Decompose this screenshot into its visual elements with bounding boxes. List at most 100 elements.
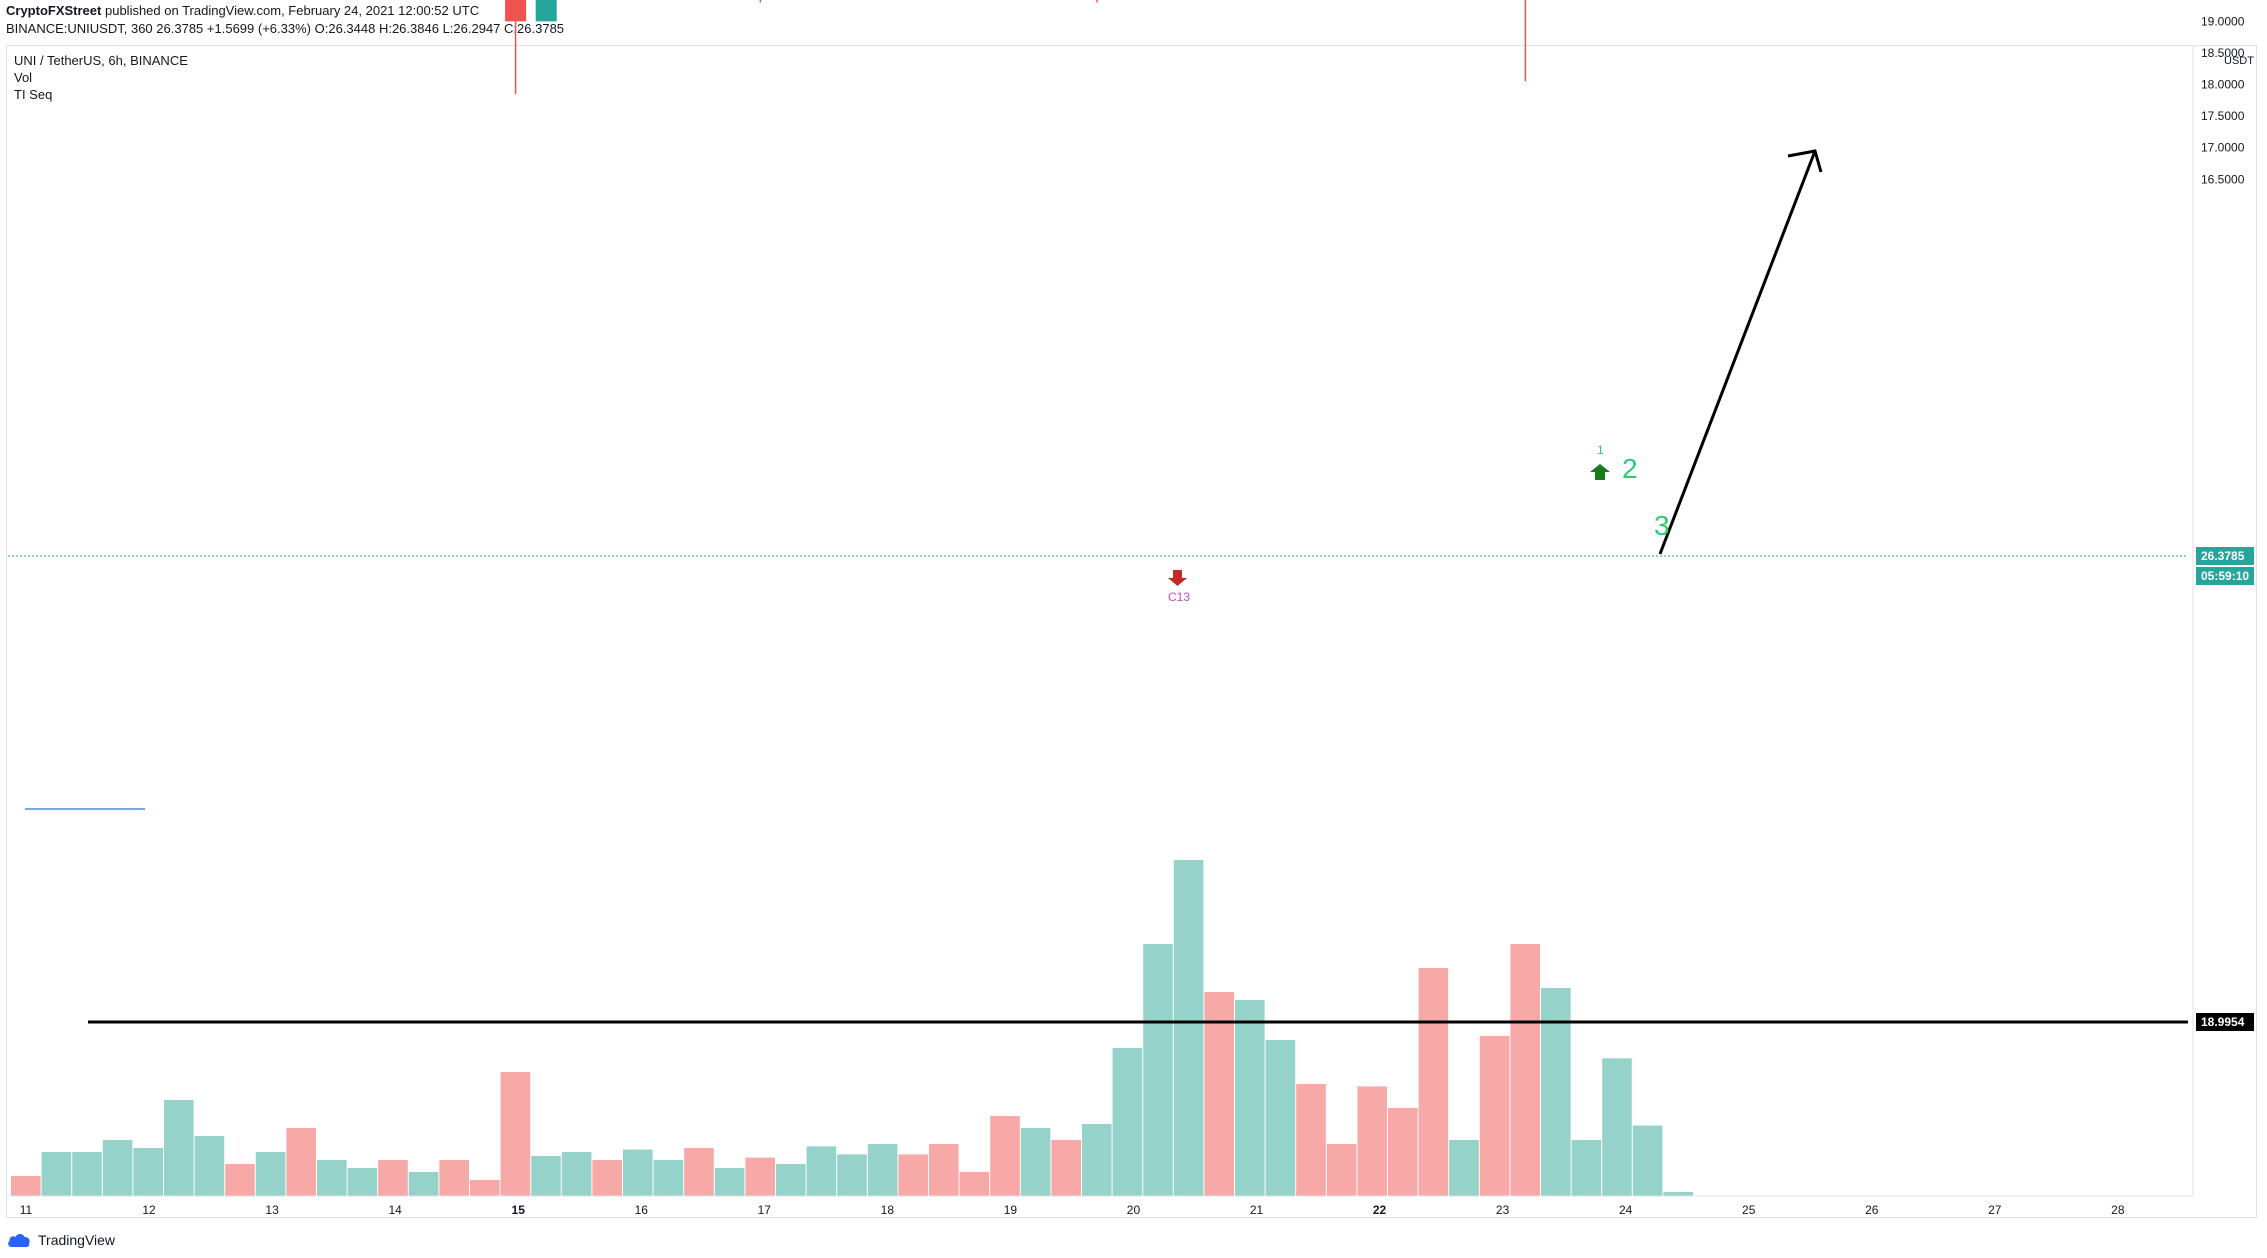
candle-layer xyxy=(505,0,1527,95)
y-tick-label: 17.5000 xyxy=(2201,109,2245,123)
volume-bar xyxy=(500,1072,531,1196)
volume-bar xyxy=(347,1168,378,1196)
published-text: published on TradingView.com, February 2… xyxy=(104,3,480,18)
volume-bar xyxy=(898,1154,928,1196)
x-tick-label: 20 xyxy=(1127,1203,1141,1217)
legend-title: UNI / TetherUS, 6h, BINANCE xyxy=(14,53,188,68)
volume-bar xyxy=(1571,1140,1602,1196)
volume-bar xyxy=(1510,944,1540,1196)
volume-bar xyxy=(1235,1000,1265,1196)
close-text: C:26.3785 xyxy=(504,21,565,36)
x-tick-label: 21 xyxy=(1250,1203,1264,1217)
candle xyxy=(1524,0,1527,82)
axis-layer: USDT 16.5000 17.0000 17.5000 18.0000 18.5000… xyxy=(7,14,2254,1217)
tradingview-brand: TradingView xyxy=(38,1232,116,1248)
volume-bar xyxy=(653,1160,684,1196)
seq-count-2: 2 xyxy=(1622,453,1638,484)
volume-bar xyxy=(1541,988,1571,1196)
down-arrow-signal xyxy=(1168,570,1187,586)
projection-arrowhead xyxy=(1787,149,1823,173)
volume-bar xyxy=(378,1160,408,1196)
volume-bar xyxy=(1204,992,1234,1196)
countdown-value: 05:59:10 xyxy=(2201,569,2249,583)
publisher-name[interactable]: CryptoFXStreet xyxy=(6,3,102,18)
volume-bar xyxy=(1479,1036,1510,1196)
x-tick-label: 18 xyxy=(881,1203,895,1217)
x-tick-label: 28 xyxy=(2111,1203,2125,1217)
candle-body xyxy=(505,0,527,22)
volume-bar xyxy=(11,1176,41,1196)
volume-bar xyxy=(1020,1128,1051,1196)
volume-bar xyxy=(102,1140,133,1196)
y-tick-labels: 16.5000 17.0000 17.5000 18.0000 18.5000 19.00… xyxy=(2201,14,2245,186)
volume-bar xyxy=(1173,860,1204,1196)
low-text: L:26.2947 xyxy=(442,21,501,36)
volume-bar xyxy=(561,1152,592,1196)
x-tick-label: 26 xyxy=(1865,1203,1879,1217)
seq-count-3: 3 xyxy=(1654,510,1670,541)
volume-bar xyxy=(714,1168,745,1196)
volume-bar xyxy=(929,1144,959,1196)
volume-bar xyxy=(439,1160,469,1196)
chart-frame[interactable] xyxy=(6,45,2257,1218)
y-tick-label: 17.0000 xyxy=(2201,141,2245,155)
volume-bar xyxy=(837,1154,867,1196)
chart-legend: UNI / TetherUS, 6h, BINANCE Vol TI Seq xyxy=(14,53,188,102)
volume-bar xyxy=(867,1144,898,1196)
c13-label: C13 xyxy=(1168,590,1190,604)
y-tick-label: 18.5000 xyxy=(2201,46,2245,60)
volume-bar xyxy=(745,1157,775,1196)
y-tick-label: 18.0000 xyxy=(2201,78,2245,92)
volume-bar xyxy=(194,1136,225,1196)
x-tick-label: 16 xyxy=(635,1203,649,1217)
y-tick-label: 16.5000 xyxy=(2201,172,2245,186)
cloud-icon xyxy=(8,1234,30,1247)
tradingview-logo[interactable]: TradingView xyxy=(6,1231,115,1249)
volume-bar xyxy=(317,1160,347,1196)
candle xyxy=(535,0,557,22)
volume-bar xyxy=(1296,1084,1326,1196)
volume-bar xyxy=(164,1100,194,1196)
volume-bar xyxy=(531,1156,561,1196)
volume-bar xyxy=(286,1128,316,1196)
volume-bar xyxy=(1449,1140,1479,1196)
volume-bar xyxy=(1112,1048,1143,1196)
volume-bar xyxy=(1388,1108,1418,1196)
volume-bar xyxy=(684,1148,714,1196)
currency-label: USDT xyxy=(2224,55,2254,67)
volume-bar xyxy=(990,1116,1020,1196)
seq-count-1: 1 xyxy=(1597,443,1604,457)
volume-bar xyxy=(1265,1040,1296,1196)
volume-bar xyxy=(959,1172,990,1196)
volume-bar xyxy=(1143,944,1173,1196)
change-text: +1.5699 (+6.33%) xyxy=(206,21,311,36)
volume-bar xyxy=(1357,1086,1387,1196)
x-tick-label: 12 xyxy=(142,1203,156,1217)
volume-bar xyxy=(776,1164,806,1196)
x-tick-label: 14 xyxy=(388,1203,402,1217)
x-tick-label: 23 xyxy=(1496,1203,1510,1217)
last-price-text: 26.3785 xyxy=(156,21,204,36)
x-tick-label: 17 xyxy=(758,1203,772,1217)
volume-layer xyxy=(11,860,1693,1196)
volume-bar xyxy=(592,1160,622,1196)
y-tick-label: 19.0000 xyxy=(2201,14,2245,28)
volume-bar xyxy=(470,1180,500,1196)
volume-bar xyxy=(1082,1124,1112,1196)
open-text: O:26.3448 xyxy=(314,21,376,36)
x-tick-label: 27 xyxy=(1988,1203,2002,1217)
x-tick-label: 15 xyxy=(512,1203,526,1217)
x-tick-label: 13 xyxy=(265,1203,279,1217)
high-text: H:26.3846 xyxy=(378,21,439,36)
volume-bar xyxy=(1602,1058,1632,1196)
legend-vol: Vol xyxy=(14,70,32,85)
volume-bar xyxy=(1051,1140,1081,1196)
candle xyxy=(759,0,762,3)
volume-bar xyxy=(1663,1192,1693,1196)
support-price-value: 18.9954 xyxy=(2201,1015,2245,1029)
volume-bar xyxy=(72,1152,102,1196)
volume-bar xyxy=(623,1149,653,1196)
current-price-tag: 26.3785 05:59:10 xyxy=(2196,547,2254,585)
x-tick-label: 22 xyxy=(1373,1203,1387,1217)
